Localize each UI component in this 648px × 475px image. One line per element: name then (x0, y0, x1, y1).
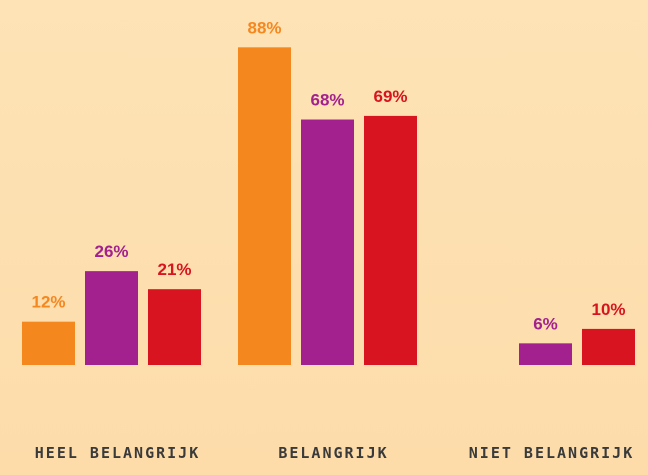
data-label: 10% (591, 300, 625, 319)
data-label: 12% (31, 293, 65, 312)
bar (582, 328, 635, 365)
bar (22, 321, 75, 365)
data-label: 21% (157, 260, 191, 279)
data-label: 68% (310, 91, 344, 110)
bar (238, 47, 291, 365)
data-label: 88% (247, 18, 281, 37)
x-tick-label: NIET BELANGRIJK (469, 444, 634, 462)
data-label: 26% (94, 242, 128, 261)
bar (364, 115, 417, 365)
x-tick-label: HEEL BELANGRIJK (35, 444, 200, 462)
x-tick-label: BELANGRIJK (278, 444, 388, 462)
data-label: 69% (373, 87, 407, 106)
bar (301, 119, 354, 366)
bar (85, 271, 138, 365)
bar (519, 343, 572, 365)
bar (148, 289, 201, 365)
data-label: 6% (533, 314, 558, 333)
